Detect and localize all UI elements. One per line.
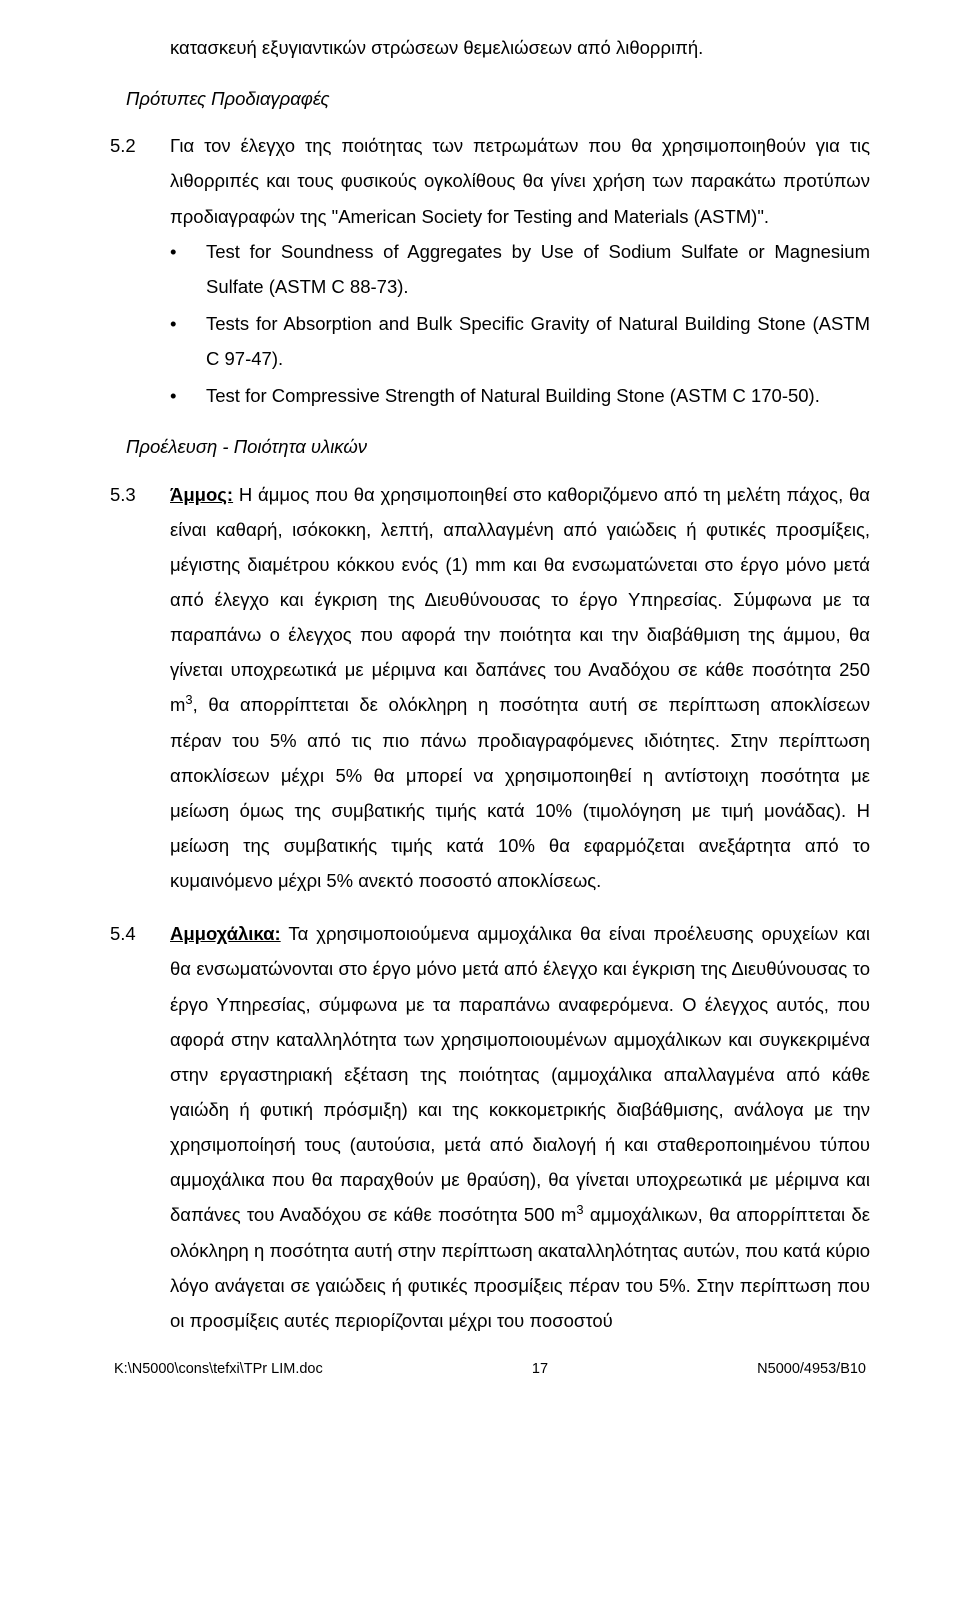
bullet-item: • Test for Soundness of Aggregates by Us… bbox=[170, 234, 870, 304]
footer-page-number: 17 bbox=[532, 1356, 548, 1384]
bullet-marker: • bbox=[170, 306, 206, 376]
section-5-2: 5.2 Για τον έλεγχο της ποιότητας των πετ… bbox=[110, 128, 870, 233]
page-footer: K:\N5000\cons\tefxi\TPr LIM.doc 17 N5000… bbox=[110, 1356, 870, 1384]
superscript: 3 bbox=[576, 1202, 583, 1217]
body-text-a: Τα χρησιμοποιούμενα αμμοχάλικα θα είναι … bbox=[170, 923, 870, 1225]
section-body: Για τον έλεγχο της ποιότητας των πετρωμά… bbox=[170, 128, 870, 233]
bullet-marker: • bbox=[170, 378, 206, 413]
subheading-prototypes: Πρότυπες Προδιαγραφές bbox=[126, 81, 870, 116]
bullet-text: Tests for Absorption and Bulk Specific G… bbox=[206, 306, 870, 376]
section-body: Άμμος: Η άμμος που θα χρησιμοποιηθεί στο… bbox=[170, 477, 870, 899]
body-text-b: , θα απορρίπτεται δε ολόκληρη η ποσότητα… bbox=[170, 694, 870, 891]
document-page: κατασκευή εξυγιαντικών στρώσεων θεμελιώσ… bbox=[0, 0, 960, 1403]
superscript: 3 bbox=[185, 692, 192, 707]
section-number: 5.4 bbox=[110, 916, 170, 1338]
section-number: 5.3 bbox=[110, 477, 170, 899]
section-5-3: 5.3 Άμμος: Η άμμος που θα χρησιμοποιηθεί… bbox=[110, 477, 870, 899]
footer-left-path: K:\N5000\cons\tefxi\TPr LIM.doc bbox=[114, 1356, 323, 1384]
bullet-text: Test for Soundness of Aggregates by Use … bbox=[206, 234, 870, 304]
bullet-list: • Test for Soundness of Aggregates by Us… bbox=[170, 234, 870, 414]
continuation-line: κατασκευή εξυγιαντικών στρώσεων θεμελιώσ… bbox=[170, 30, 870, 65]
bullet-marker: • bbox=[170, 234, 206, 304]
footer-right-code: N5000/4953/B10 bbox=[757, 1356, 866, 1384]
bullet-item: • Test for Compressive Strength of Natur… bbox=[170, 378, 870, 413]
lead-term: Άμμος: bbox=[170, 484, 233, 505]
bullet-text: Test for Compressive Strength of Natural… bbox=[206, 378, 870, 413]
body-text-a: Η άμμος που θα χρησιμοποιηθεί στο καθορι… bbox=[170, 484, 870, 716]
lead-term: Αμμοχάλικα: bbox=[170, 923, 281, 944]
section-5-4: 5.4 Αμμοχάλικα: Τα χρησιμοποιούμενα αμμο… bbox=[110, 916, 870, 1338]
section-number: 5.2 bbox=[110, 128, 170, 233]
bullet-item: • Tests for Absorption and Bulk Specific… bbox=[170, 306, 870, 376]
section-body: Αμμοχάλικα: Τα χρησιμοποιούμενα αμμοχάλι… bbox=[170, 916, 870, 1338]
subheading-origin-quality: Προέλευση - Ποιότητα υλικών bbox=[126, 429, 870, 464]
